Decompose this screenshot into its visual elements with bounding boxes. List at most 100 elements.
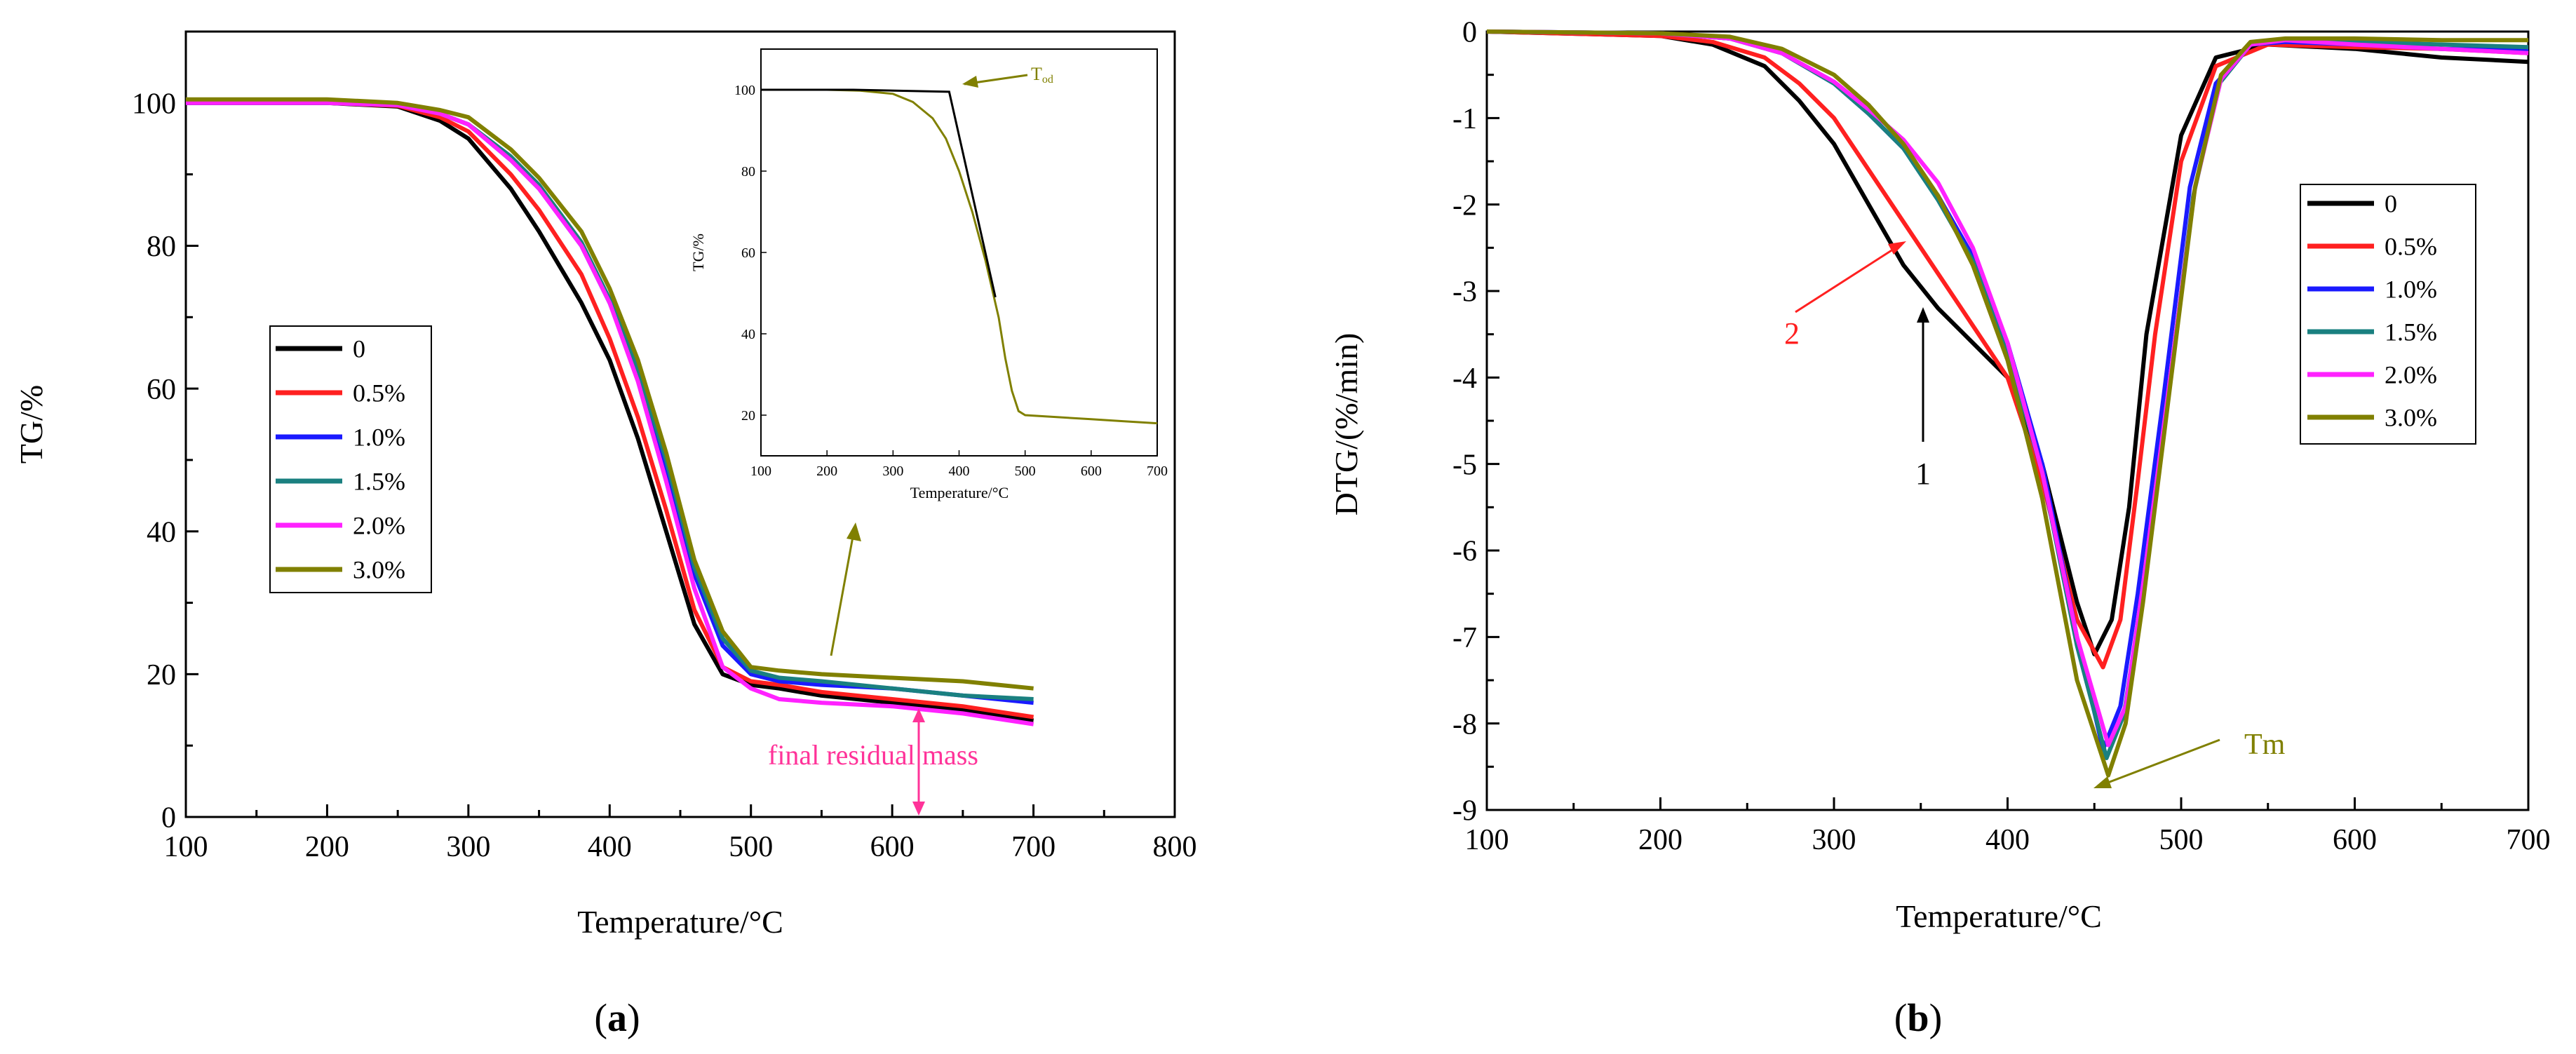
panel-a-x-tick-label: 200 <box>305 831 349 863</box>
dtg-series-2.0% <box>1486 29 2529 748</box>
panel-a-label: (a) <box>594 996 640 1040</box>
inset-tod-arrowhead <box>962 76 978 88</box>
legend-label-1.5%: 1.5% <box>2385 318 2437 346</box>
panel-a-legend-box <box>269 325 432 593</box>
legend-label-1.0%: 1.0% <box>353 424 405 452</box>
panel-b-x-tick-label: 500 <box>2159 824 2204 856</box>
panel-a-y-tick-label: 80 <box>147 231 176 263</box>
inset-y-tick-label: 40 <box>741 327 755 342</box>
inset-pointer-arrowhead <box>847 522 861 541</box>
panel-a-y-axis-label: TG/% <box>13 385 49 464</box>
residual-mass-arrowhead-top <box>912 708 925 722</box>
inset-x-tick-label: 600 <box>1081 464 1102 479</box>
panel-a-series <box>186 97 1034 727</box>
panel-b-x-tick-label: 300 <box>1812 824 1856 856</box>
inset-y-tick-label: 80 <box>741 164 755 180</box>
inset-tg-curve <box>761 88 1158 425</box>
panel-b-x-tick-label: 700 <box>2507 824 2551 856</box>
tm-label: Tm <box>2244 729 2286 761</box>
legend-label-0.5%: 0.5% <box>2385 233 2437 261</box>
panel-a-y-tick-label: 0 <box>161 802 176 835</box>
panel-b-y-tick-label: -1 <box>1452 103 1477 135</box>
annotation-1-label: 1 <box>1915 457 1931 491</box>
residual-mass-arrowhead-bottom <box>912 802 925 816</box>
panel-a-x-tick-label: 400 <box>588 831 632 863</box>
panel-b-legend-box <box>2300 184 2476 445</box>
legend-label-3.0%: 3.0% <box>2385 404 2437 432</box>
panel-a-x-axis-label: Temperature/°C <box>577 904 783 940</box>
inset-tod-label: Tod <box>1031 64 1053 86</box>
panel-a-x-tick-label: 500 <box>729 831 773 863</box>
inset-x-tick-label: 200 <box>816 464 837 479</box>
panel-b-x-tick-label: 400 <box>1985 824 2030 856</box>
panel-a-x-tick-label: 300 <box>446 831 490 863</box>
annotation-1-arrowhead <box>1917 307 1929 323</box>
inset-y-axis-label: TG/% <box>689 234 707 271</box>
tg-series-2.0% <box>186 100 1034 727</box>
panel-a-x-tick-label: 800 <box>1153 831 1197 863</box>
inset-x-tick-label: 300 <box>882 464 903 479</box>
legend-label-0: 0 <box>2385 190 2397 218</box>
panel-b-y-tick-label: -4 <box>1452 363 1477 395</box>
inset-axis-ticks: 100 200 300 400 500 600 700 20 40 60 80 100 <box>734 83 1168 479</box>
inset-tangent-line <box>761 88 997 298</box>
inset-x-tick-label: 100 <box>750 464 771 479</box>
inset-x-tick-label: 400 <box>949 464 970 479</box>
inset-pointer-arrow <box>830 532 855 656</box>
panel-b-x-tick-label: 100 <box>1465 824 1509 856</box>
panel-b-dtg-chart: 100 200 300 400 500 600 700 0 -1 -2 -3 -4 -5 -6 -7 -8 -9… <box>1328 17 2551 1040</box>
panel-a-x-tick-label: 600 <box>870 831 915 863</box>
legend-label-2.0%: 2.0% <box>2385 361 2437 389</box>
panel-a-y-tick-label: 40 <box>147 516 176 548</box>
panel-b-y-tick-label: -5 <box>1452 449 1477 481</box>
tm-arrow <box>2100 738 2220 787</box>
inset-x-tick-label: 700 <box>1147 464 1168 479</box>
panel-b-y-tick-label: -7 <box>1452 622 1477 654</box>
tg-series-0.5% <box>186 100 1034 719</box>
panel-a-y-tick-label: 20 <box>147 659 176 691</box>
panel-b-y-axis-label: DTG/(%/min) <box>1328 333 1364 516</box>
panel-a-legend: 0 0.5% 1.0% 1.5% 2.0% 3.0% <box>269 325 432 593</box>
dtg-series-3.0% <box>1486 29 2528 778</box>
panel-b-label: (b) <box>1894 996 1942 1040</box>
inset-y-tick-label: 60 <box>741 245 755 261</box>
inset-y-tick-label: 100 <box>734 83 755 98</box>
legend-label-2.0%: 2.0% <box>353 512 405 540</box>
panel-b-legend: 0 0.5% 1.0% 1.5% 2.0% 3.0% <box>2300 184 2476 445</box>
panel-b-x-tick-label: 600 <box>2333 824 2377 856</box>
panel-b-x-tick-label: 200 <box>1638 824 1683 856</box>
panel-a-y-tick-label: 100 <box>132 88 176 121</box>
panel-a-x-tick-label: 700 <box>1011 831 1056 863</box>
tg-series-3.0% <box>186 97 1034 691</box>
panel-b-axis-ticks: 100 200 300 400 500 600 700 0 -1 -2 -3 -4 -5 -6 -7 -8 -9 <box>1452 17 2551 856</box>
panel-b-x-axis-label: Temperature/°C <box>1896 898 2102 934</box>
panel-b-series <box>1486 29 2529 778</box>
inset-x-axis-label: Temperature/°C <box>910 484 1009 501</box>
annotation-2-label: 2 <box>1784 316 1800 351</box>
panel-a-x-tick-label: 100 <box>164 831 208 863</box>
legend-label-1.0%: 1.0% <box>2385 276 2437 304</box>
panel-b-y-tick-label: -2 <box>1452 189 1477 222</box>
annotation-2-arrow <box>1795 245 1898 313</box>
final-residual-mass-label: final residual mass <box>768 739 978 771</box>
legend-label-1.5%: 1.5% <box>353 468 405 496</box>
panel-b-y-tick-label: -8 <box>1452 708 1477 741</box>
inset-y-tick-label: 20 <box>741 408 755 424</box>
legend-label-0.5%: 0.5% <box>353 379 405 407</box>
tm-arrowhead <box>2093 776 2112 788</box>
panel-b-y-tick-label: -3 <box>1452 276 1477 309</box>
tg-series-0 <box>186 100 1034 723</box>
inset-x-tick-label: 500 <box>1015 464 1036 479</box>
panel-b-y-tick-label: -9 <box>1452 795 1477 827</box>
panel-b-y-tick-label: 0 <box>1462 17 1477 49</box>
legend-label-0: 0 <box>353 335 365 363</box>
legend-label-3.0%: 3.0% <box>353 556 405 584</box>
annotation-2-arrowhead <box>1888 241 1906 255</box>
panel-a-inset: 100 200 300 400 500 600 700 20 40 60 80 100 Tempera… <box>689 48 1168 501</box>
panel-a-y-tick-label: 60 <box>147 374 176 406</box>
inset-frame <box>760 48 1158 457</box>
panel-b-y-tick-label: -6 <box>1452 536 1477 568</box>
